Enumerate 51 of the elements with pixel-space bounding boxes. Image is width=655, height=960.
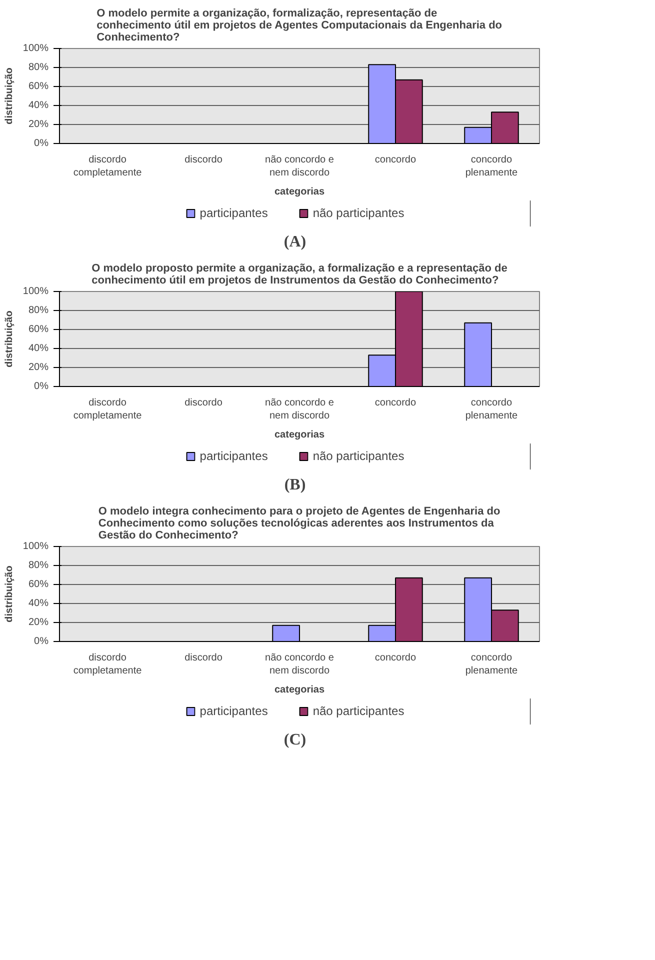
y-axis-title: distribuição (4, 310, 15, 368)
x-axis-title: categorias (274, 186, 325, 198)
y-tick-label: 40% (28, 343, 49, 354)
y-tick-label: 100% (22, 541, 49, 552)
x-tick-label: discordo completamente (73, 154, 142, 179)
y-tick-label: 60% (28, 81, 49, 92)
x-tick-label: discordo completamente (73, 398, 142, 422)
y-tick-label: 60% (28, 324, 49, 335)
y-tick-label: 0% (34, 381, 49, 392)
x-tick-label: não concordo e nem discordo (265, 154, 334, 179)
y-tick-label: 100% (22, 286, 49, 297)
y-tick-label: 80% (28, 62, 49, 73)
x-tick-label: concordo plenamente (465, 154, 518, 179)
x-tick-label: concordo (374, 398, 417, 408)
x-axis-title: categorias (274, 684, 325, 696)
legend-label: não participantes (312, 449, 404, 463)
chart-title: O modelo permite a organização, formalização, representação de conhecimento útil em projetos de Agentes Computacionais da Engenharia do Conhecimento? (96, 8, 502, 44)
text: (A) (284, 234, 306, 250)
legend-label: não participantes (312, 206, 404, 220)
legend-label: participantes (200, 704, 268, 718)
y-tick-label: 80% (28, 560, 49, 571)
y-tick-label: 100% (22, 43, 49, 54)
y-tick-label: 20% (28, 119, 49, 130)
x-tick-label: discordo completamente (73, 652, 142, 677)
legend-label: participantes (200, 449, 268, 463)
text: (C) (284, 732, 306, 748)
x-tick-label: concordo plenamente (465, 652, 518, 677)
legend-label: não participantes (312, 704, 404, 718)
x-tick-label: discordo (184, 398, 223, 408)
y-tick-label: 40% (28, 598, 49, 609)
y-tick-label: 20% (28, 362, 49, 373)
legend-label: participantes (200, 206, 268, 220)
y-tick-label: 80% (28, 305, 49, 316)
x-tick-label: concordo (374, 154, 417, 166)
text: (B) (284, 476, 306, 494)
y-axis-title: distribuição (4, 68, 15, 124)
y-axis-title: distribuição (4, 566, 15, 622)
y-tick-label: 40% (28, 100, 49, 111)
y-tick-label: 20% (28, 617, 49, 628)
y-tick-label: 0% (34, 138, 49, 149)
x-axis-title: categorias (274, 430, 325, 441)
x-tick-label: discordo (184, 154, 223, 166)
x-tick-label: concordo plenamente (465, 398, 518, 422)
x-tick-label: não concordo e nem discordo (265, 398, 334, 422)
y-tick-label: 0% (34, 636, 49, 647)
y-tick-label: 60% (28, 579, 49, 590)
chart-title: O modelo proposto permite a organização, a formalização e a representação de conhecimento útil em projetos de Instrumentos da Gestão do Conhecimento? (92, 262, 508, 286)
x-tick-label: não concordo e nem discordo (265, 652, 334, 677)
x-tick-label: concordo (374, 652, 417, 664)
chart-title: O modelo integra conhecimento para o projeto de Agentes de Engenharia do Conhecimento como soluções tecnológicas aderentes aos Instrumentos da Gestão do Conhecimento? (98, 506, 500, 542)
x-tick-label: discordo (184, 652, 223, 664)
